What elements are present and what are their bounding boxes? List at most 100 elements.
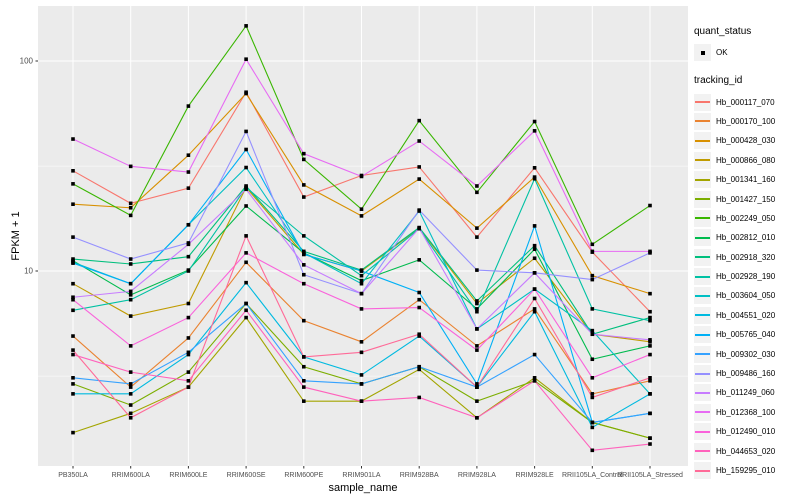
legend-item-Hb_002928_190: Hb_002928_190 [694,267,800,286]
data-point-marker [475,301,479,306]
x-tick-label: RRIM600LE [169,472,207,479]
x-tick-label: RRIM901LA [342,472,380,479]
data-point-marker [71,297,75,302]
point-glyph [700,50,705,55]
data-point-marker [475,190,479,195]
data-point-marker [532,176,537,181]
line-glyph [695,411,710,414]
data-point-marker [128,205,133,210]
data-point-marker [186,269,191,273]
y-tick-label: 10 [24,267,33,276]
data-point-marker [359,207,364,211]
data-point-marker [590,392,595,396]
x-tick-label: RRIM600SE [227,472,266,479]
x-tick-label: PB350LA [58,472,88,479]
line-swatch-icon [694,248,711,266]
data-point-marker [532,287,537,291]
line-swatch-icon [694,171,711,189]
data-point-marker [128,257,133,261]
data-point-marker [648,318,652,323]
line-swatch-icon [694,442,711,460]
data-point-marker [128,344,133,348]
data-point-marker [244,260,248,265]
data-point-marker [648,309,652,314]
data-point-marker [128,293,133,297]
data-point-marker [417,395,421,400]
legend-item-label: Hb_012490_010 [716,427,776,437]
legend-item-label: OK [716,48,728,58]
legend-item-label: Hb_005765_040 [716,330,776,340]
legend-item-label: Hb_011249_060 [716,388,775,398]
legend-item-Hb_012368_100: Hb_012368_100 [694,403,800,422]
data-point-marker [532,243,537,248]
line-swatch-icon [694,326,711,344]
data-point-marker [648,249,652,254]
data-point-marker [71,137,75,141]
data-point-marker [302,195,306,199]
line-swatch-icon [694,384,711,402]
data-point-marker [359,350,364,355]
data-point-marker [532,271,537,275]
line-glyph [695,294,710,297]
black-point-icon [694,44,711,62]
line-glyph [695,372,710,375]
data-point-marker [532,119,537,124]
data-point-marker [71,235,75,239]
legend-item-label: Hb_000170_100 [716,116,776,126]
data-point-marker [244,147,248,152]
data-point-marker [475,268,479,272]
legend-item-Hb_000117_070: Hb_000117_070 [694,92,800,111]
legend-item-Hb_001341_160: Hb_001341_160 [694,170,800,189]
legend-item-label: Hb_002918_320 [716,252,776,262]
legend-item-Hb_002918_320: Hb_002918_320 [694,248,800,267]
data-point-marker [186,385,191,389]
data-point-marker [71,430,75,435]
data-point-marker [417,139,421,143]
legend-item-Hb_000170_100: Hb_000170_100 [694,112,800,131]
data-point-marker [532,129,537,133]
data-point-marker [186,222,191,227]
data-point-marker [417,165,421,169]
legend-item-quant: OK [694,43,800,62]
data-point-marker [648,392,652,396]
line-swatch-icon [694,365,711,383]
data-point-marker [475,385,479,389]
data-point-marker [128,297,133,302]
legend-item-label: Hb_001341_160 [716,175,776,185]
line-glyph [695,178,710,181]
data-point-marker [186,186,191,190]
x-tick-label: RRIM600LA [112,472,150,479]
legend-tracking-items: Hb_000117_070 Hb_000170_100 Hb_000428_030 H… [694,92,800,480]
data-point-marker [302,281,306,286]
data-point-marker [186,153,191,157]
line-glyph [695,430,710,433]
data-point-marker [417,305,421,310]
data-point-marker [648,442,652,446]
x-tick-label: RRIM928BA [400,472,439,479]
data-point-marker [417,208,421,212]
data-point-marker [71,348,75,352]
data-point-marker [302,318,306,323]
line-glyph [695,275,710,278]
data-point-marker [186,336,191,340]
line-glyph [695,101,710,104]
data-point-marker [475,235,479,239]
data-point-marker [532,166,537,170]
data-point-marker [186,315,191,320]
legend-item-Hb_012490_010: Hb_012490_010 [694,422,800,441]
line-swatch-icon [694,190,711,208]
data-point-marker [532,224,537,228]
data-point-marker [244,24,248,28]
data-point-marker [302,379,306,383]
legend-item-label: Hb_009486_160 [716,369,776,379]
data-point-marker [359,214,364,218]
line-glyph [695,139,710,142]
data-point-marker [186,370,191,374]
data-point-marker [186,352,191,357]
data-point-marker [590,249,595,254]
data-point-marker [417,334,421,338]
line-glyph [695,120,710,123]
line-glyph [695,159,710,162]
line-swatch-icon [694,151,711,169]
data-point-marker [417,297,421,302]
